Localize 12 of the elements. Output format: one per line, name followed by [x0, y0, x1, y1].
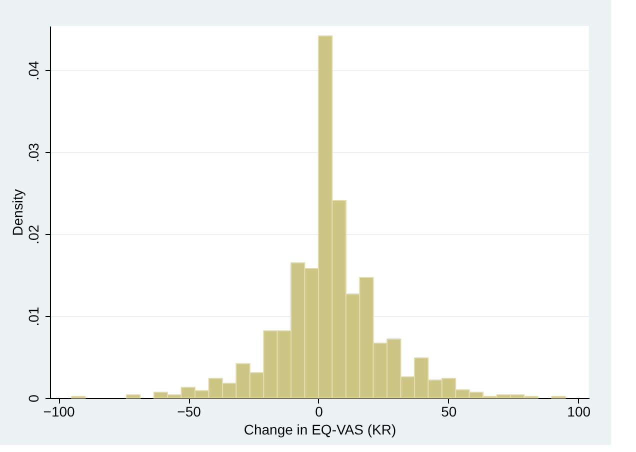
x-tick-label: −100: [43, 404, 76, 420]
x-axis-title: Change in EQ-VAS (KR): [244, 422, 396, 438]
x-tick-label: 100: [567, 404, 591, 420]
x-tick-label: 0: [315, 404, 324, 420]
y-tick-label: .03: [26, 142, 42, 162]
y-tick-label: .04: [26, 60, 42, 80]
x-tick-label: 50: [441, 404, 457, 420]
y-tick-label: .01: [26, 306, 42, 326]
y-tick-label: .02: [26, 224, 42, 244]
y-tick-label: 0: [26, 394, 42, 402]
x-tick-label: −50: [177, 404, 202, 420]
y-axis-title: Density: [10, 189, 26, 236]
